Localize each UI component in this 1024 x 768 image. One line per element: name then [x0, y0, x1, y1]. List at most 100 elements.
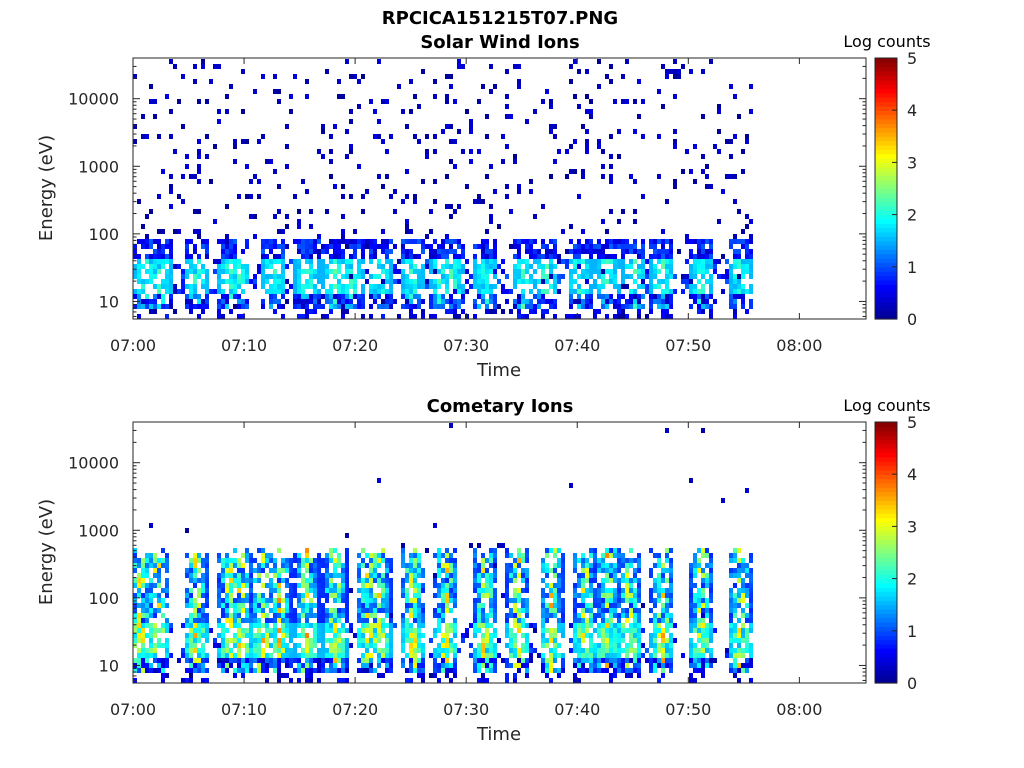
heatmap-cell: [209, 179, 213, 184]
heatmap-cell: [225, 254, 229, 259]
heatmap-cell: [477, 613, 481, 618]
heatmap-cell: [169, 264, 173, 269]
heatmap-cell: [573, 299, 577, 304]
heatmap-cell: [145, 583, 149, 588]
heatmap-cell: [433, 553, 437, 558]
heatmap-cell: [165, 648, 169, 653]
heatmap-cell: [341, 299, 345, 304]
heatmap-cell: [225, 583, 229, 588]
heatmap-cell: [193, 583, 197, 588]
heatmap-cell: [413, 658, 417, 663]
heatmap-cell: [217, 274, 221, 279]
heatmap-cell: [137, 314, 141, 319]
heatmap-cell: [481, 593, 485, 598]
heatmap-cell: [409, 299, 413, 304]
heatmap-cell: [185, 249, 189, 254]
heatmap-cell: [625, 583, 629, 588]
colorbar-segment: [875, 58, 897, 63]
heatmap-cell: [161, 284, 165, 289]
heatmap-cell: [157, 628, 161, 633]
heatmap-cell: [517, 658, 521, 663]
heatmap-cell: [597, 239, 601, 244]
colorbar-tick-label: 5: [907, 413, 917, 432]
heatmap-cell: [345, 573, 349, 578]
heatmap-cell: [453, 573, 457, 578]
heatmap-cell: [405, 638, 409, 643]
heatmap-cell: [529, 304, 533, 309]
heatmap-cell: [133, 593, 137, 598]
heatmap-cell: [149, 623, 153, 628]
heatmap-cell: [693, 583, 697, 588]
heatmap-cell: [457, 259, 461, 264]
heatmap-cell: [389, 653, 393, 658]
heatmap-cell: [293, 608, 297, 613]
heatmap-cell: [669, 558, 673, 563]
heatmap-cell: [149, 563, 153, 568]
heatmap-cell: [653, 249, 657, 254]
heatmap-cell: [525, 304, 529, 309]
heatmap-cell: [197, 603, 201, 608]
heatmap-cell: [653, 668, 657, 673]
heatmap-cell: [361, 633, 365, 638]
heatmap-cell: [185, 269, 189, 274]
heatmap-cell: [749, 608, 753, 613]
heatmap-cell: [449, 269, 453, 274]
heatmap-cell: [489, 588, 493, 593]
heatmap-cell: [485, 583, 489, 588]
heatmap-cell: [401, 239, 405, 244]
heatmap-cell: [285, 608, 289, 613]
heatmap-cell: [689, 169, 693, 174]
heatmap-cell: [709, 304, 713, 309]
heatmap-cell: [221, 643, 225, 648]
heatmap-cell: [689, 478, 693, 483]
heatmap-cell: [161, 658, 165, 663]
heatmap-cell: [185, 658, 189, 663]
heatmap-cell: [689, 588, 693, 593]
heatmap-cell: [229, 254, 233, 259]
heatmap-cell: [221, 608, 225, 613]
heatmap-cell: [197, 658, 201, 663]
heatmap-cell: [709, 563, 713, 568]
heatmap-cell: [665, 314, 669, 319]
heatmap-cell: [137, 199, 141, 204]
heatmap-cell: [453, 274, 457, 279]
heatmap-cell: [305, 548, 309, 553]
heatmap-cell: [337, 239, 341, 244]
heatmap-cell: [653, 603, 657, 608]
heatmap-cell: [333, 304, 337, 309]
heatmap-cell: [221, 628, 225, 633]
heatmap-cell: [345, 608, 349, 613]
heatmap-cell: [161, 548, 165, 553]
heatmap-cell: [337, 284, 341, 289]
heatmap-cell: [609, 663, 613, 668]
heatmap-cell: [601, 658, 605, 663]
heatmap-cell: [521, 294, 525, 299]
heatmap-cell: [153, 294, 157, 299]
heatmap-cell: [445, 553, 449, 558]
heatmap-cell: [577, 618, 581, 623]
colorbar-segment: [875, 430, 897, 436]
heatmap-cell: [169, 269, 173, 274]
heatmap-cell: [133, 578, 137, 583]
heatmap-cell: [601, 633, 605, 638]
heatmap-cell: [617, 244, 621, 249]
heatmap-cell: [377, 623, 381, 628]
heatmap-cell: [201, 239, 205, 244]
heatmap-cell: [565, 259, 569, 264]
heatmap-cell: [233, 139, 237, 144]
heatmap-cell: [449, 643, 453, 648]
heatmap-cell: [737, 643, 741, 648]
heatmap-cell: [565, 314, 569, 319]
heatmap-cell: [189, 618, 193, 623]
heatmap-cell: [401, 623, 405, 628]
heatmap-cell: [661, 314, 665, 319]
heatmap-cell: [189, 668, 193, 673]
heatmap-cell: [473, 548, 477, 553]
heatmap-cell: [153, 309, 157, 314]
heatmap-cell: [569, 299, 573, 304]
heatmap-cell: [185, 274, 189, 279]
heatmap-cell: [261, 658, 265, 663]
heatmap-cell: [277, 653, 281, 658]
heatmap-cell: [133, 249, 137, 254]
heatmap-cell: [489, 204, 493, 209]
